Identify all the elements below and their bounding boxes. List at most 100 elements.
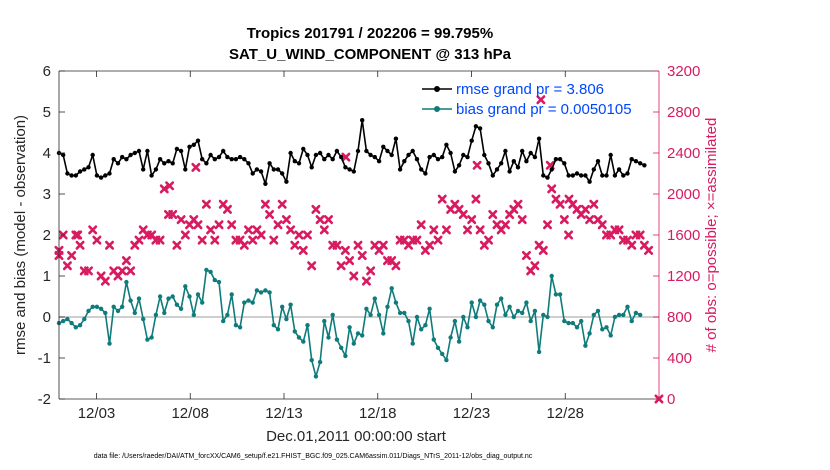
rmse-point	[532, 154, 538, 160]
bias-point	[376, 312, 382, 318]
bias-point	[330, 312, 335, 318]
obs-marker-stroke	[319, 225, 329, 235]
rmse-point	[511, 159, 516, 164]
obs-marker	[345, 256, 355, 266]
bias-point	[136, 296, 142, 301]
obs-marker-extra	[472, 160, 482, 170]
rmse-point	[372, 154, 377, 160]
obs-marker	[416, 220, 426, 230]
obs-marker-stroke	[467, 215, 477, 225]
obs-marker	[513, 199, 523, 209]
bias-point	[587, 331, 592, 336]
bias-point	[612, 314, 618, 320]
bias-point	[132, 310, 137, 316]
obs-marker-stroke	[425, 240, 435, 250]
obs-marker	[193, 220, 203, 230]
rmse-point	[440, 154, 445, 160]
bias-point	[141, 316, 146, 322]
rmse-point	[431, 152, 436, 158]
obs-marker-stroke	[441, 225, 451, 235]
obs-marker	[269, 235, 279, 245]
obs-marker-stroke	[260, 199, 270, 209]
bias-point	[170, 294, 175, 299]
bias-point	[174, 302, 180, 307]
bias-point	[305, 323, 310, 328]
obs-marker	[589, 199, 599, 209]
bias-point	[86, 308, 91, 314]
rmse-point	[292, 159, 297, 164]
bias-point	[208, 269, 213, 275]
obs-marker-stroke	[345, 256, 355, 266]
rmse-point	[477, 126, 483, 131]
bias-point	[368, 312, 373, 318]
obs-marker	[222, 204, 232, 214]
bias-point	[419, 327, 424, 332]
x-tick-label: 12/03	[78, 405, 116, 422]
rmse-point	[309, 165, 314, 170]
rmse-point	[625, 171, 630, 176]
y-tick-label-right: 800	[667, 309, 692, 326]
obs-marker	[580, 204, 590, 214]
obs-marker	[488, 210, 498, 219]
rmse-point	[549, 167, 554, 172]
bias-point	[280, 304, 285, 309]
obs-marker	[425, 240, 435, 250]
bias-point	[275, 327, 281, 332]
bias-point	[195, 292, 201, 297]
obs-marker	[159, 184, 169, 194]
rmse-point	[469, 138, 474, 143]
obs-marker-stroke	[614, 225, 624, 235]
obs-marker	[585, 215, 595, 225]
obs-marker-stroke	[521, 251, 531, 260]
obs-marker	[126, 266, 136, 276]
rmse-point	[536, 136, 542, 141]
obs-marker-stroke	[105, 240, 115, 250]
rmse-point	[355, 148, 361, 154]
obs-marker-stroke	[332, 240, 342, 250]
obs-marker-stroke	[585, 215, 595, 225]
obs-marker-stroke	[564, 194, 574, 204]
obs-marker-stroke	[336, 261, 346, 271]
rmse-point	[452, 169, 458, 174]
bias-point	[557, 292, 563, 297]
bias-point	[237, 325, 243, 330]
y-tick-label-left: -1	[38, 350, 51, 367]
obs-marker-stroke	[88, 225, 98, 235]
obs-marker-stroke	[67, 251, 77, 260]
rmse-point	[343, 165, 348, 170]
obs-marker-stroke	[357, 251, 367, 260]
obs-marker	[92, 235, 102, 245]
bias-point	[621, 312, 626, 318]
bias-point	[162, 310, 167, 316]
y-tick-label-right: 400	[667, 350, 692, 367]
obs-marker	[294, 230, 304, 240]
bias-point	[440, 351, 445, 357]
rmse-point	[633, 159, 639, 164]
bias-point	[591, 312, 596, 318]
obs-marker-stroke	[126, 266, 136, 276]
bias-point	[583, 343, 588, 348]
obs-marker-extra	[191, 162, 201, 172]
obs-marker	[180, 230, 190, 240]
obs-marker-stroke	[165, 181, 175, 191]
bias-point	[334, 337, 340, 342]
rmse-point	[465, 154, 470, 160]
obs-marker-stroke	[302, 230, 312, 240]
obs-marker-stroke	[378, 240, 388, 250]
bias-point	[604, 325, 609, 330]
obs-marker	[361, 276, 371, 286]
rmse-point	[410, 148, 415, 154]
bias-point	[473, 314, 479, 320]
rmse-point	[103, 173, 108, 178]
obs-marker-stroke	[340, 245, 350, 255]
bias-point	[452, 318, 458, 324]
obs-marker-stroke	[239, 240, 249, 250]
rmse-point	[608, 152, 613, 158]
rmse-point	[115, 161, 121, 166]
rmse-point	[545, 175, 550, 180]
x-tick-label: 12/23	[453, 405, 491, 422]
obs-marker-stroke	[269, 235, 279, 245]
rmse-point	[448, 150, 453, 156]
rmse-point	[141, 167, 146, 172]
rmse-point	[444, 142, 449, 147]
